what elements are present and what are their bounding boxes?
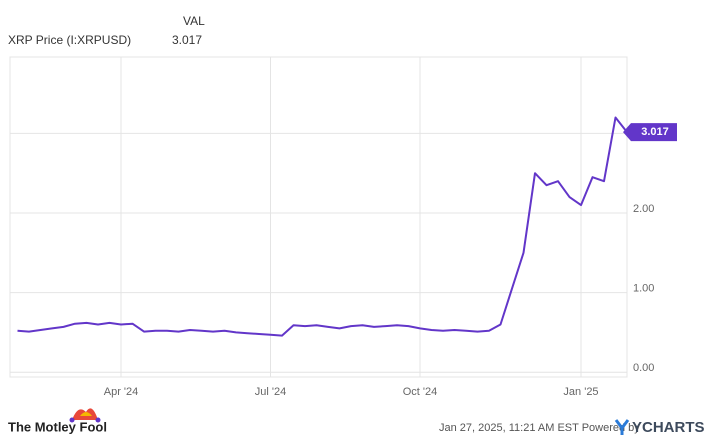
ycharts-mark — [614, 419, 630, 435]
logo-text: The Motley Fool — [8, 419, 107, 434]
header-label: VAL — [183, 14, 205, 28]
y-tick-label: 1.00 — [633, 283, 654, 295]
x-tick-label: Apr '24 — [104, 386, 139, 398]
last-value-label: 3.017 — [641, 126, 669, 138]
legend-entry: XRP Price (I:XRPUSD) — [8, 33, 131, 47]
x-tick-label: Jan '25 — [563, 386, 598, 398]
footer-brand: YCHARTS — [632, 419, 705, 436]
x-tick-label: Oct '24 — [403, 386, 438, 398]
x-tick-label: Jul '24 — [255, 386, 286, 398]
last-value-tag — [623, 123, 677, 142]
fool-logo — [69, 408, 101, 423]
plot-frame — [9, 56, 628, 378]
price-line — [17, 116, 628, 337]
current-value: 3.017 — [172, 33, 202, 47]
footer-date: Jan 27, 2025, 11:21 AM EST Powered by — [439, 422, 640, 434]
y-tick-label: 2.00 — [633, 203, 654, 215]
y-tick-label: 0.00 — [633, 362, 654, 374]
